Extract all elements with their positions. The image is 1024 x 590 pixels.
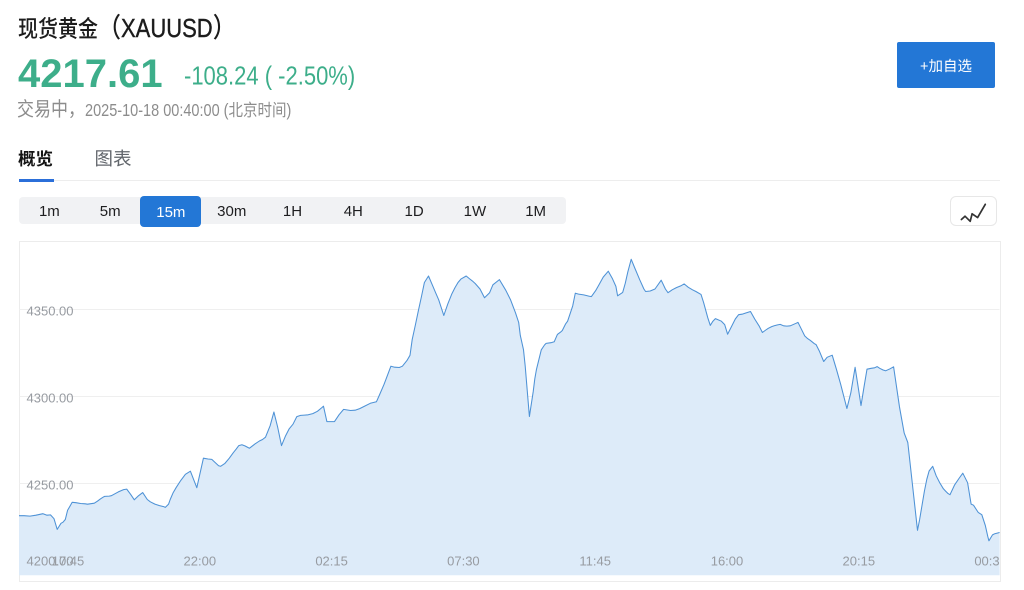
svg-text:11:45: 11:45 <box>579 554 611 569</box>
svg-text:4350.00: 4350.00 <box>27 304 74 319</box>
svg-text:20:15: 20:15 <box>843 554 876 569</box>
svg-text:4200.00: 4200.00 <box>27 554 74 569</box>
svg-text:4300.00: 4300.00 <box>27 391 74 406</box>
svg-text:02:15: 02:15 <box>315 554 348 569</box>
svg-text:4250.00: 4250.00 <box>27 478 74 493</box>
svg-text:17:45: 17:45 <box>52 554 85 569</box>
svg-text:16:00: 16:00 <box>711 554 744 569</box>
svg-text:22:00: 22:00 <box>184 554 217 569</box>
svg-text:00:30: 00:30 <box>974 554 1007 569</box>
svg-text:07:30: 07:30 <box>447 554 480 569</box>
